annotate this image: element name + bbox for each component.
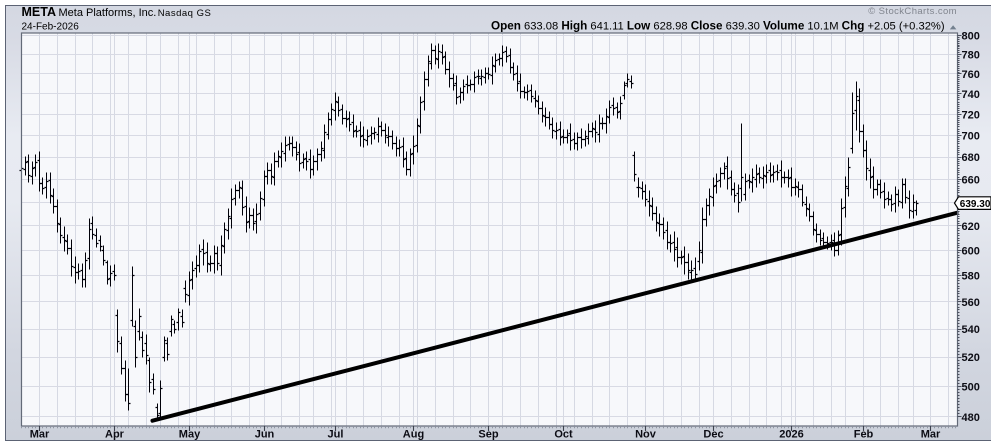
svg-text:500: 500 bbox=[962, 382, 980, 394]
svg-text:Meta Platforms, Inc.: Meta Platforms, Inc. bbox=[59, 7, 157, 19]
svg-text:720: 720 bbox=[962, 109, 980, 121]
svg-text:Sep: Sep bbox=[478, 429, 498, 441]
svg-text:Mar: Mar bbox=[30, 429, 50, 441]
svg-text:660: 660 bbox=[962, 174, 980, 186]
svg-text:639.30: 639.30 bbox=[960, 199, 991, 210]
svg-text:580: 580 bbox=[962, 271, 980, 283]
svg-text:760: 760 bbox=[962, 69, 980, 81]
svg-text:Oct: Oct bbox=[554, 429, 573, 441]
svg-text:Dec: Dec bbox=[703, 429, 723, 441]
svg-text:480: 480 bbox=[962, 412, 980, 424]
svg-text:Mar: Mar bbox=[921, 429, 941, 441]
svg-text:600: 600 bbox=[962, 245, 980, 257]
svg-text:Jul: Jul bbox=[328, 429, 344, 441]
svg-text:Aug: Aug bbox=[403, 429, 424, 441]
svg-text:© StockCharts.com: © StockCharts.com bbox=[868, 6, 957, 17]
svg-text:Apr: Apr bbox=[105, 429, 125, 441]
svg-text:800: 800 bbox=[962, 31, 980, 43]
svg-text:24-Feb-2026: 24-Feb-2026 bbox=[22, 22, 80, 33]
svg-text:Jun: Jun bbox=[255, 429, 275, 441]
svg-text:740: 740 bbox=[962, 89, 980, 101]
svg-text:May: May bbox=[179, 429, 201, 441]
svg-text:Open 633.08 High 641.11 Low 62: Open 633.08 High 641.11 Low 628.98 Close… bbox=[491, 20, 945, 33]
svg-text:520: 520 bbox=[962, 352, 980, 364]
svg-text:680: 680 bbox=[962, 152, 980, 164]
svg-text:2026: 2026 bbox=[779, 429, 803, 441]
svg-text:540: 540 bbox=[962, 324, 980, 336]
svg-text:Feb: Feb bbox=[854, 429, 874, 441]
svg-text:700: 700 bbox=[962, 130, 980, 142]
svg-text:560: 560 bbox=[962, 297, 980, 309]
svg-text:Nov: Nov bbox=[635, 429, 657, 441]
svg-text:780: 780 bbox=[962, 50, 980, 62]
svg-text:META: META bbox=[22, 5, 57, 19]
svg-text:620: 620 bbox=[962, 221, 980, 233]
svg-text:Nasdaq GS: Nasdaq GS bbox=[158, 8, 212, 19]
